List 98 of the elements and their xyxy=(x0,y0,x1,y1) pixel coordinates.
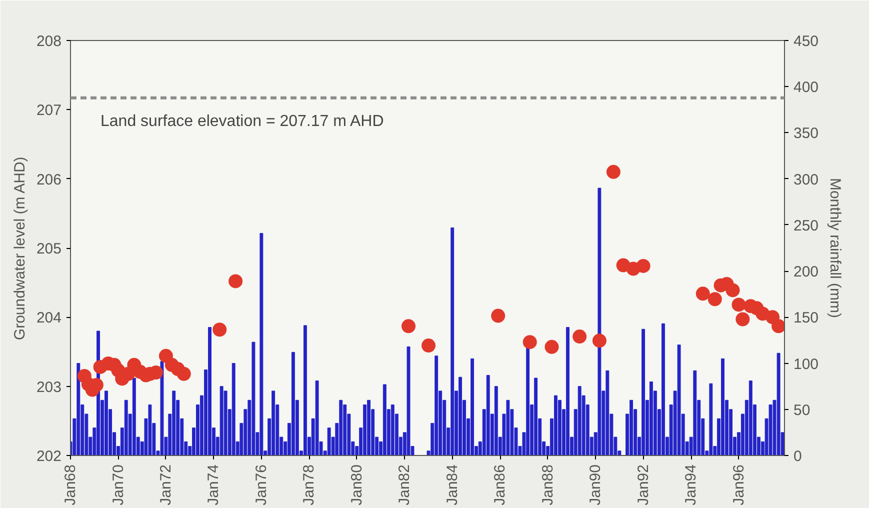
bar xyxy=(434,356,438,456)
bar xyxy=(260,232,264,456)
point xyxy=(422,338,436,353)
y2-tick-label: 300 xyxy=(794,171,819,188)
y-tick-label: 207 xyxy=(36,102,62,120)
bar xyxy=(76,363,80,456)
bar xyxy=(458,376,462,456)
point xyxy=(726,283,740,298)
ref-line-label: Land surface elevation = 207.17 m AHD xyxy=(100,112,384,130)
y2-tick-label: 450 xyxy=(794,33,819,50)
point xyxy=(544,340,559,354)
point xyxy=(491,308,506,323)
point xyxy=(772,319,784,334)
y2-tick-label: 50 xyxy=(794,402,810,419)
point xyxy=(736,312,750,326)
bar xyxy=(642,328,646,456)
bar xyxy=(662,323,665,456)
y-tick-label: 202 xyxy=(36,448,62,465)
bar xyxy=(390,404,394,456)
bar xyxy=(232,363,236,456)
point xyxy=(606,164,620,179)
point xyxy=(592,334,606,348)
bar xyxy=(303,325,307,456)
point xyxy=(636,258,650,273)
y2-tick-label: 0 xyxy=(794,448,802,465)
point xyxy=(176,366,191,381)
x-tick-label: Jan80 xyxy=(348,464,366,506)
point xyxy=(572,330,587,344)
bar xyxy=(748,380,752,456)
point xyxy=(212,322,227,337)
bar xyxy=(339,400,343,456)
y-tick-label: 208 xyxy=(36,33,62,50)
bar xyxy=(104,390,108,456)
bar xyxy=(578,386,582,456)
bar xyxy=(272,390,276,456)
y2-tick-label: 400 xyxy=(794,79,819,96)
y2-tick-label: 250 xyxy=(794,217,819,234)
point xyxy=(732,298,746,312)
bar xyxy=(486,375,490,456)
y2-tick-label: 350 xyxy=(794,125,819,142)
point xyxy=(696,286,710,301)
point xyxy=(522,335,537,350)
y-tick-label: 206 xyxy=(36,171,62,188)
bar xyxy=(470,358,474,456)
bar xyxy=(494,386,498,456)
bar xyxy=(677,344,681,456)
bar xyxy=(124,400,128,456)
bar xyxy=(554,395,558,456)
bar xyxy=(220,386,224,456)
bar xyxy=(630,400,633,456)
bar xyxy=(315,380,319,456)
x-tick-label: Jan78 xyxy=(300,464,318,506)
point xyxy=(708,292,722,306)
y2-tick-label: 150 xyxy=(794,310,819,327)
x-tick-label: Jan70 xyxy=(110,464,127,506)
bar xyxy=(406,346,410,456)
x-tick-label: Jan82 xyxy=(396,464,414,506)
x-tick-label: Jan84 xyxy=(444,464,461,506)
x-tick-label: Jan96 xyxy=(730,464,748,506)
bar xyxy=(721,358,724,456)
bar xyxy=(776,352,780,456)
bar xyxy=(606,370,610,456)
x-tick-label: Jan88 xyxy=(539,464,556,506)
bar xyxy=(566,327,570,456)
bar xyxy=(252,342,256,456)
bar xyxy=(291,352,295,456)
bar xyxy=(327,428,331,456)
y2-tick-label: 200 xyxy=(794,264,819,281)
bar xyxy=(367,400,371,456)
x-tick-label: Jan72 xyxy=(157,464,174,506)
bar xyxy=(506,400,510,456)
point xyxy=(228,274,243,288)
bar xyxy=(598,188,602,456)
y-tick-label: 205 xyxy=(36,240,62,258)
bar xyxy=(693,370,697,456)
bar xyxy=(148,404,152,456)
x-tick-label: Jan94 xyxy=(682,464,700,506)
bar xyxy=(160,361,164,456)
x-tick-label: Jan86 xyxy=(492,464,509,506)
x-tick-label: Jan92 xyxy=(634,464,652,506)
bar xyxy=(709,383,713,456)
bar xyxy=(382,384,386,456)
bar xyxy=(450,227,454,456)
y-tick-label: 203 xyxy=(36,378,62,396)
y-tick-label: 204 xyxy=(36,310,62,327)
y-axis-title: Groundwater level (m AHD) xyxy=(11,156,28,340)
point xyxy=(402,319,416,334)
bar xyxy=(172,390,176,456)
y2-tick-label: 100 xyxy=(794,356,819,373)
bar xyxy=(208,327,212,456)
bar xyxy=(132,378,136,456)
bar xyxy=(534,378,538,456)
x-tick-label: Jan68 xyxy=(62,464,79,506)
x-tick-label: Jan74 xyxy=(205,464,222,506)
y2-axis-title: Monthly rainfall (mm) xyxy=(826,178,844,318)
x-tick-label: Jan76 xyxy=(252,464,270,506)
bar xyxy=(649,381,653,456)
x-tick-label: Jan90 xyxy=(587,464,604,506)
